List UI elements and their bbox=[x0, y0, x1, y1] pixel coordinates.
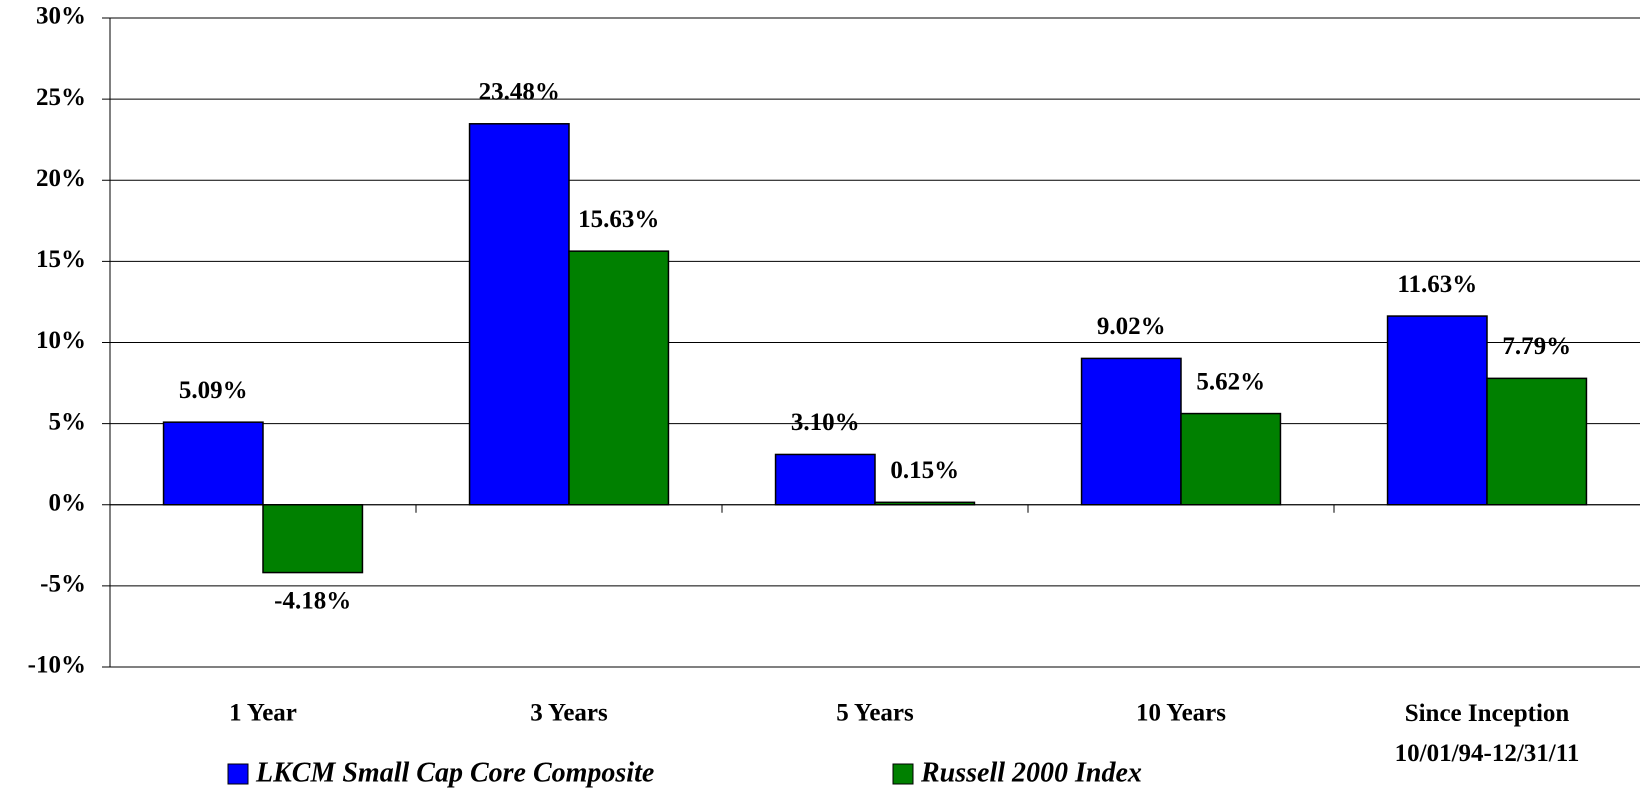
bar bbox=[568, 250, 670, 506]
bar bbox=[1180, 412, 1282, 506]
legend-label: Russell 2000 Index bbox=[920, 757, 1142, 788]
bar bbox=[162, 421, 264, 506]
y-tick-label: 25% bbox=[36, 84, 86, 111]
y-tick-label: 20% bbox=[36, 165, 86, 192]
bar bbox=[262, 504, 364, 574]
data-label: 7.79% bbox=[1502, 333, 1571, 360]
y-tick-label: 15% bbox=[36, 246, 86, 273]
y-tick-label: 30% bbox=[36, 3, 86, 30]
data-label: 5.62% bbox=[1196, 368, 1265, 395]
bar bbox=[1486, 377, 1588, 506]
legend-label: LKCM Small Cap Core Composite bbox=[255, 757, 654, 788]
data-label: 9.02% bbox=[1097, 313, 1166, 340]
bar bbox=[468, 123, 570, 506]
bar bbox=[1386, 315, 1488, 506]
x-tick-label: 1 Year bbox=[229, 700, 297, 727]
data-label: 23.48% bbox=[479, 79, 560, 106]
legend-swatch bbox=[227, 763, 249, 785]
bar bbox=[874, 501, 976, 506]
y-tick-label: 10% bbox=[36, 327, 86, 354]
x-tick-label: 10 Years bbox=[1136, 700, 1226, 727]
y-tick-label: 5% bbox=[49, 408, 87, 435]
legend-swatch bbox=[892, 763, 914, 785]
x-tick-label: 5 Years bbox=[836, 700, 914, 727]
data-label: 11.63% bbox=[1397, 271, 1477, 298]
data-label: 3.10% bbox=[791, 409, 860, 436]
data-label: 15.63% bbox=[578, 206, 659, 233]
x-tick-label: 3 Years bbox=[530, 700, 608, 727]
data-label: 5.09% bbox=[179, 377, 248, 404]
y-tick-label: 0% bbox=[49, 489, 87, 516]
data-label: -4.18% bbox=[274, 587, 351, 614]
bar bbox=[1080, 357, 1182, 506]
y-tick-label: -5% bbox=[40, 571, 86, 598]
x-tick-label: Since Inception 10/01/94-12/31/11 bbox=[1395, 700, 1580, 767]
y-tick-label: -10% bbox=[28, 652, 86, 679]
data-label: 0.15% bbox=[890, 457, 959, 484]
legend: LKCM Small Cap Core Composite Russell 200… bbox=[227, 757, 1142, 788]
bar bbox=[774, 453, 876, 506]
